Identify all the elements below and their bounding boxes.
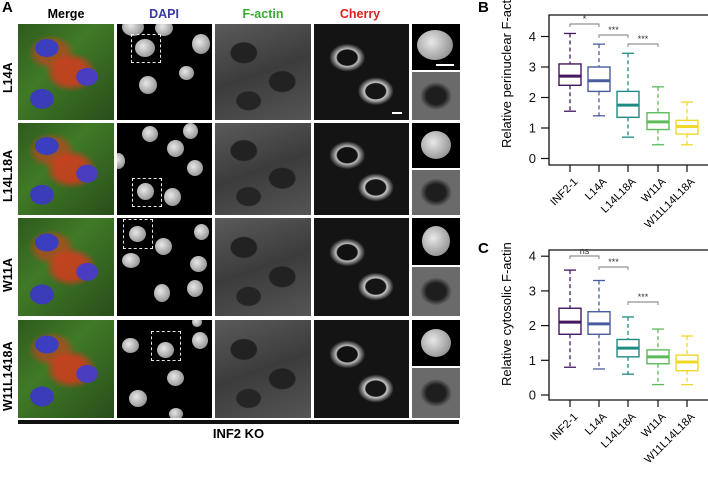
micrograph-cherry-l14l18a [314,123,409,215]
svg-text:***: *** [608,25,619,35]
micrograph-cherry-l14a [314,24,409,120]
scale-bar [392,112,402,114]
micrograph-dapi-w11l1418a [117,320,212,418]
column-title-factin: F-actin [242,7,284,21]
micrograph-factin-w11l1418a [215,320,311,418]
roi-box [151,331,181,361]
svg-text:2: 2 [529,90,536,105]
column-title-dapi: DAPI [149,7,179,21]
chart-c-plot: 0 1 2 3 4 ns *** *** [529,246,708,407]
row-label-w11a: W11A [1,257,15,292]
inset-factin-l14a [412,72,460,120]
svg-text:0: 0 [529,388,536,403]
svg-text:3: 3 [529,60,536,75]
inset-dapi-l14l18a [412,123,460,168]
svg-text:4: 4 [529,249,536,264]
micrograph-cherry-w11a [314,218,409,316]
micrograph-merge-l14l18a [18,123,114,215]
micrograph-cherry-w11l1418a [314,320,409,418]
inset-factin-w11a [412,267,460,316]
micrograph-merge-w11l1418a [18,320,114,418]
micrograph-factin-l14l18a [215,123,311,215]
micrograph-factin-w11a [215,218,311,316]
svg-text:3: 3 [529,283,536,298]
row-label-l14a: L14A [1,62,15,93]
svg-text:0: 0 [529,151,536,166]
micrograph-merge-l14a [18,24,114,120]
scale-bar [436,64,454,66]
micrograph-dapi-w11a [117,218,212,316]
row-label-l14l18a: L14L18A [1,149,15,202]
panel-a-letter: A [2,0,13,16]
roi-box [132,178,162,207]
micrograph-factin-l14a [215,24,311,120]
inset-dapi-w11l1418a [412,320,460,366]
svg-text:*: * [583,14,587,24]
column-title-cherry: Cherry [339,7,381,21]
svg-text:ns: ns [580,246,590,256]
inset-dapi-l14a [412,24,460,70]
micrograph-dapi-l14a [117,24,212,120]
inset-factin-w11l1418a [412,368,460,418]
roi-box [123,219,153,249]
svg-text:4: 4 [529,29,536,44]
column-title-merge: Merge [47,7,85,21]
inset-factin-l14l18a [412,170,460,215]
svg-text:***: *** [638,34,649,44]
row-label-w11l1418a: W11L1418A [1,341,15,411]
svg-text:***: *** [608,257,619,267]
roi-box [131,34,161,63]
chart-c-ylabel: Relative cytosolic F-actin [499,242,514,386]
svg-text:1: 1 [529,353,536,368]
panel-b-letter: B [478,0,489,16]
micrograph-merge-w11a [18,218,114,316]
group-bar [18,420,459,424]
svg-text:***: *** [638,292,649,302]
group-label: INF2 KO [212,426,265,441]
chart-b-ylabel: Relative perinuclear F-actin [499,0,514,148]
svg-text:1: 1 [529,121,536,136]
panel-c-letter: C [478,240,489,257]
inset-dapi-w11a [412,218,460,265]
micrograph-dapi-l14l18a [117,123,212,215]
svg-text:2: 2 [529,318,536,333]
